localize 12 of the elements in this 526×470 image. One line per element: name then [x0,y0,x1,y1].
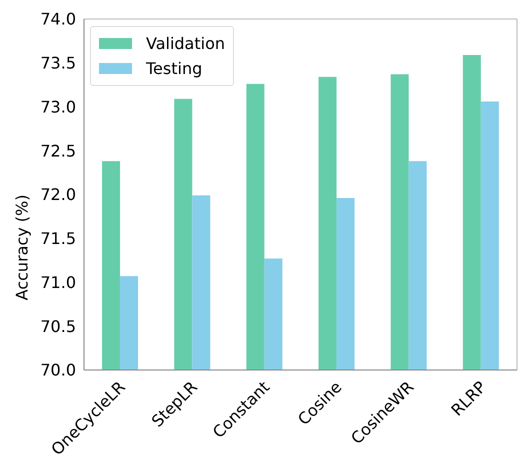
legend-label: Validation [146,34,226,53]
y-tick-label: 72.5 [40,141,76,160]
y-tick-label: 73.0 [40,97,76,116]
y-tick-label: 71.0 [40,272,76,292]
y-tick-label: 71.5 [40,229,76,248]
y-tick-label: 70.0 [40,360,76,380]
y-tick-label: 72.0 [40,185,76,204]
y-tick-label: 73.5 [40,54,76,73]
legend-label: Testing [146,59,202,78]
y-tick-label: 74.0 [40,10,76,29]
y-tick-label: 70.5 [40,316,76,336]
y-axis-title: Accuracy (%) [12,194,32,300]
